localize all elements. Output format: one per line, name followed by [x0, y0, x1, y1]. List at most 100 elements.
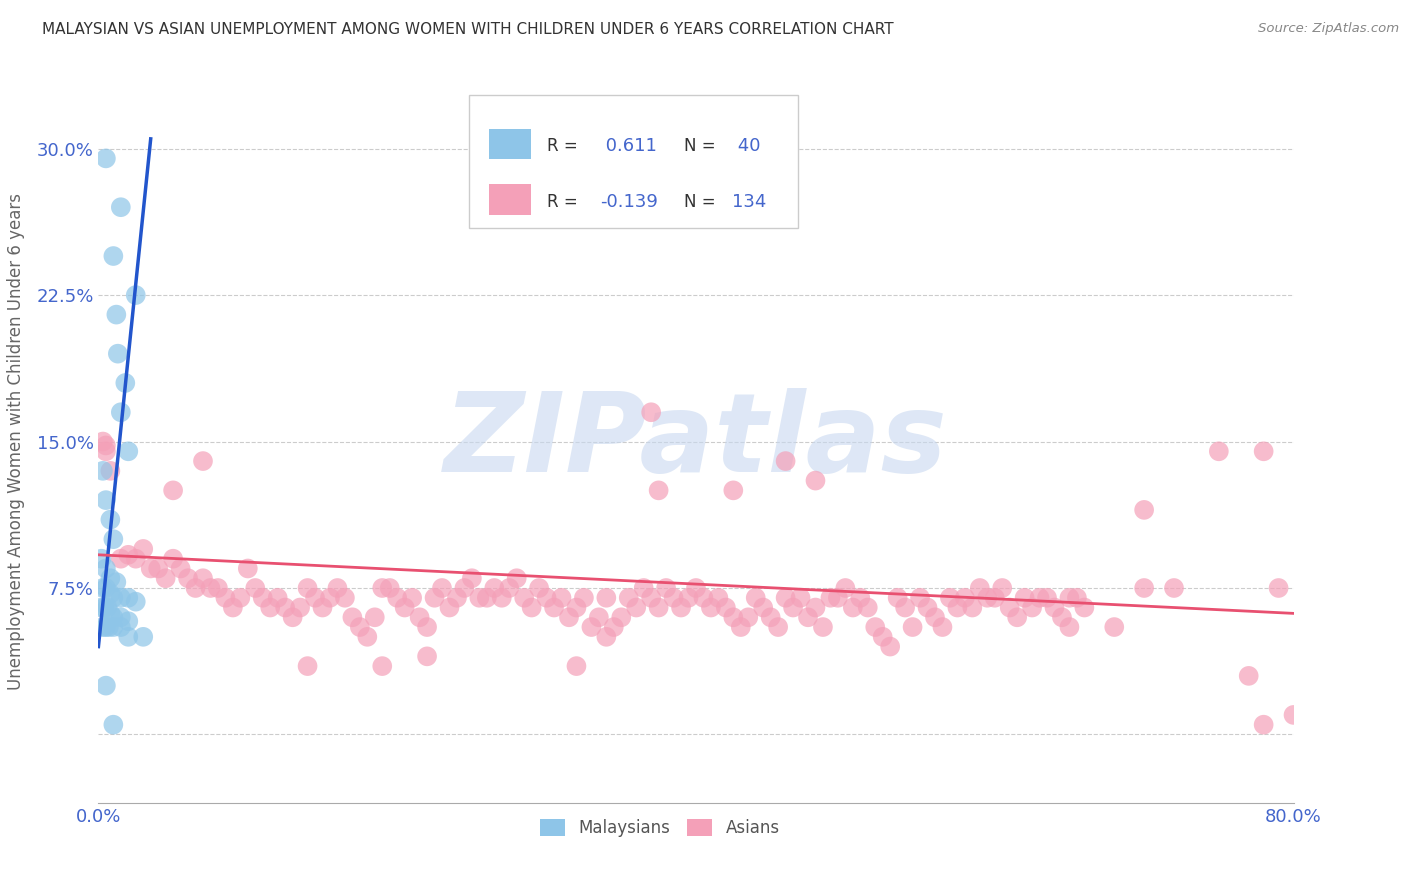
Point [97, 620, 120, 634]
Point [98, 587, 122, 601]
Point [1005, 610, 1028, 624]
Point [782, 600, 804, 615]
Point [692, 591, 714, 605]
Point [94, 679, 117, 693]
Point [797, 610, 820, 624]
Point [723, 483, 745, 498]
Point [924, 610, 946, 624]
Point [759, 610, 782, 624]
Point [491, 591, 513, 605]
Point [1021, 600, 1043, 615]
Point [98, 607, 122, 621]
Point [401, 591, 423, 605]
Point [103, 620, 125, 634]
Point [1073, 600, 1095, 615]
Point [707, 591, 730, 605]
Text: R =: R = [547, 193, 578, 211]
Point [969, 581, 991, 595]
Point [94, 444, 117, 458]
Text: 0.611: 0.611 [600, 137, 657, 155]
Point [245, 581, 267, 595]
Point [775, 591, 797, 605]
Point [155, 571, 177, 585]
Point [1237, 669, 1260, 683]
Point [139, 561, 162, 575]
Point [110, 551, 132, 566]
Point [662, 591, 685, 605]
Point [984, 591, 1007, 605]
Point [110, 405, 132, 419]
Point [588, 610, 610, 624]
Point [1014, 591, 1036, 605]
Point [110, 620, 132, 634]
Legend: Malaysians, Asians: Malaysians, Asians [531, 810, 789, 845]
Point [468, 591, 491, 605]
Point [94, 581, 117, 595]
Point [640, 405, 662, 419]
Point [603, 620, 626, 634]
Text: Source: ZipAtlas.com: Source: ZipAtlas.com [1258, 22, 1399, 36]
Point [416, 649, 439, 664]
Point [1253, 717, 1275, 731]
Text: N =: N = [685, 193, 716, 211]
Point [132, 630, 155, 644]
Point [1253, 444, 1275, 458]
Point [364, 610, 387, 624]
Point [207, 581, 229, 595]
Point [1059, 620, 1081, 634]
Point [311, 600, 333, 615]
Point [1059, 591, 1081, 605]
Point [834, 581, 856, 595]
Point [595, 630, 617, 644]
Point [939, 591, 962, 605]
Point [342, 610, 364, 624]
Point [901, 620, 924, 634]
Point [229, 591, 252, 605]
Point [356, 630, 378, 644]
Point [946, 600, 969, 615]
Text: R =: R = [547, 137, 578, 155]
Point [1282, 707, 1305, 722]
Point [214, 591, 236, 605]
Point [461, 571, 484, 585]
Point [117, 630, 139, 644]
Point [565, 659, 588, 673]
Point [685, 581, 707, 595]
Point [872, 630, 894, 644]
Point [91, 620, 114, 634]
Point [288, 600, 311, 615]
Point [91, 464, 114, 478]
Point [737, 610, 759, 624]
Point [626, 600, 648, 615]
FancyBboxPatch shape [489, 128, 531, 159]
Point [811, 620, 834, 634]
Point [430, 581, 453, 595]
Point [93, 600, 115, 615]
Point [856, 600, 879, 615]
Point [998, 600, 1021, 615]
Point [236, 561, 259, 575]
Point [200, 581, 222, 595]
Point [581, 620, 603, 634]
Point [110, 200, 132, 214]
Point [125, 551, 148, 566]
Point [723, 610, 745, 624]
Point [408, 610, 430, 624]
Text: ZIPatlas: ZIPatlas [444, 388, 948, 495]
Point [114, 376, 136, 390]
Point [543, 600, 565, 615]
Point [439, 600, 461, 615]
Point [775, 454, 797, 468]
Point [117, 444, 139, 458]
Point [714, 600, 737, 615]
Point [371, 659, 394, 673]
Point [91, 581, 114, 595]
Point [1066, 591, 1088, 605]
Point [177, 571, 200, 585]
Point [550, 591, 572, 605]
Point [110, 591, 132, 605]
Text: MALAYSIAN VS ASIAN UNEMPLOYMENT AMONG WOMEN WITH CHILDREN UNDER 6 YEARS CORRELAT: MALAYSIAN VS ASIAN UNEMPLOYMENT AMONG WO… [42, 22, 894, 37]
Point [98, 464, 122, 478]
Point [1050, 610, 1073, 624]
Point [506, 571, 529, 585]
